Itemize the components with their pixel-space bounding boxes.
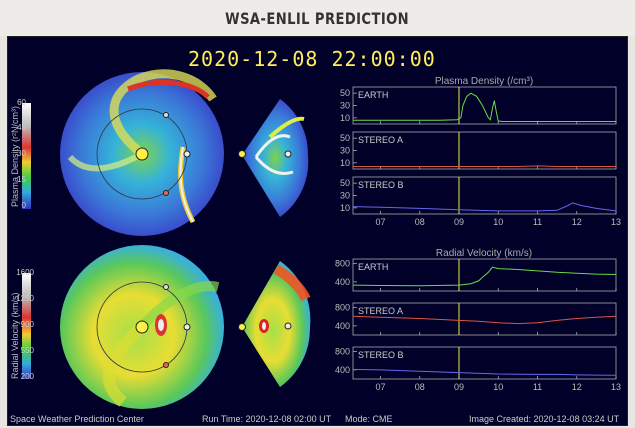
page-title: WSA-ENLIL PREDICTION xyxy=(225,8,410,28)
density-tick: 60 xyxy=(17,98,26,107)
series-line xyxy=(353,92,616,122)
series-line xyxy=(352,202,617,212)
y-tick-label: 800 xyxy=(335,259,350,269)
y-tick-label: 400 xyxy=(335,321,350,331)
y-tick-label: 800 xyxy=(335,347,350,357)
series-label: STEREO B xyxy=(358,350,404,360)
y-tick-label: 10 xyxy=(340,158,350,168)
density-tick: 15 xyxy=(17,175,26,184)
y-tick-label: 30 xyxy=(340,101,350,111)
footer-left: Space Weather Prediction Center xyxy=(10,414,144,424)
velocity-tick: 1250 xyxy=(16,294,34,303)
velocity-chart-title: Radial Velocity (km/s) xyxy=(436,248,532,259)
timestamp: 2020-12-08 22:00:00 xyxy=(188,47,436,71)
x-tick-label: 07 xyxy=(375,382,385,392)
chart-frame xyxy=(352,258,617,292)
simulation-maps: Plasma Density (/cm³) Radial Velocity (km… xyxy=(60,69,621,409)
y-tick-label: 50 xyxy=(340,178,350,188)
series-line xyxy=(352,266,617,287)
x-tick-label: 12 xyxy=(572,382,582,392)
x-tick-label: 09 xyxy=(454,382,464,392)
series-line xyxy=(352,315,617,325)
velocity-tick: 550 xyxy=(20,346,34,355)
x-tick-label: 07 xyxy=(375,217,385,227)
density-chart-title: Plasma Density (/cm³) xyxy=(435,76,533,87)
y-tick-label: 10 xyxy=(340,203,350,213)
series-line xyxy=(353,165,616,167)
velocity-tick: 1600 xyxy=(16,268,34,277)
y-tick-label: 10 xyxy=(340,113,350,123)
density-colorbar xyxy=(22,103,31,209)
y-tick-label: 50 xyxy=(340,88,350,98)
velocity-colorbar xyxy=(22,273,31,379)
density-tick: 45 xyxy=(17,123,26,132)
x-tick-label: 13 xyxy=(611,217,621,227)
x-tick-label: 11 xyxy=(533,382,542,392)
y-tick-label: 400 xyxy=(335,277,350,287)
x-tick-label: 13 xyxy=(611,382,621,392)
velocity-tick: 900 xyxy=(20,320,34,329)
series-line xyxy=(352,368,617,376)
enlil-panel: 2020-12-08 22:00:00 Plasma Density (r²N/… xyxy=(7,36,628,426)
velocity-wedge xyxy=(238,261,311,387)
velocity-disc xyxy=(60,245,224,409)
footer-runtime: Run Time: 2020-12-08 02:00 UT xyxy=(202,414,332,424)
footer-created: Image Created: 2020-12-08 03:24 UT xyxy=(469,414,620,424)
x-tick-label: 08 xyxy=(415,382,425,392)
x-tick-label: 10 xyxy=(493,217,503,227)
chart-frame xyxy=(352,86,617,125)
density-disc xyxy=(60,69,224,236)
title-bar: WSA-ENLIL PREDICTION xyxy=(0,0,635,36)
velocity-tick: 200 xyxy=(20,372,34,381)
chart-frame xyxy=(352,302,617,336)
y-tick-label: 30 xyxy=(340,191,350,201)
x-tick-label: 12 xyxy=(572,217,582,227)
y-tick-label: 30 xyxy=(340,146,350,156)
x-tick-label: 09 xyxy=(454,217,464,227)
chart-frame xyxy=(352,346,617,380)
time-series-charts: Plasma Density (/cm³) Radial Velocity (km… xyxy=(335,76,621,392)
series-label: STEREO A xyxy=(358,306,403,316)
y-tick-label: 800 xyxy=(335,303,350,313)
footer-mode: Mode: CME xyxy=(345,414,393,424)
series-label: EARTH xyxy=(358,262,388,272)
x-tick-label: 08 xyxy=(415,217,425,227)
series-label: EARTH xyxy=(358,90,388,100)
x-tick-label: 11 xyxy=(533,217,542,227)
y-tick-label: 400 xyxy=(335,365,350,375)
density-tick: 30 xyxy=(17,149,26,158)
density-tick: 0 xyxy=(21,201,26,210)
x-tick-label: 10 xyxy=(493,382,503,392)
density-wedge xyxy=(238,99,309,217)
series-label: STEREO A xyxy=(358,135,403,145)
y-tick-label: 50 xyxy=(340,133,350,143)
series-label: STEREO B xyxy=(358,180,404,190)
